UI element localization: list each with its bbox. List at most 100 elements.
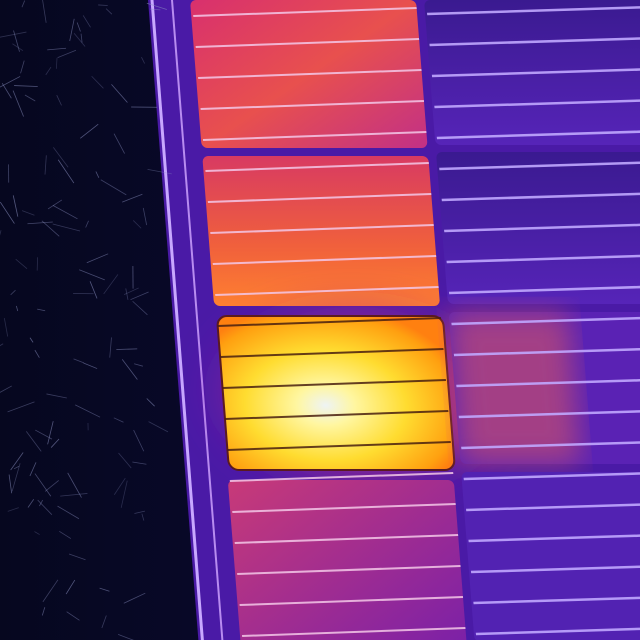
speck (27, 221, 53, 225)
speck (34, 349, 40, 358)
busbar-left (215, 286, 439, 296)
busbars (193, 4, 640, 637)
speck (1, 82, 12, 99)
speck (21, 0, 26, 8)
busbar-left (227, 441, 451, 451)
speck (52, 223, 81, 232)
speck (59, 531, 72, 539)
speck (98, 4, 108, 6)
busbar-left (219, 348, 444, 358)
speck (3, 317, 9, 337)
speck (113, 133, 125, 154)
speck (13, 465, 20, 470)
heat-spill (449, 312, 581, 464)
busbar-right (448, 283, 640, 295)
speck (29, 462, 37, 477)
speck (7, 401, 35, 413)
busbar-right (446, 252, 640, 264)
speck (125, 288, 129, 300)
speck (50, 438, 60, 448)
busbar-right (429, 35, 640, 47)
speck (103, 274, 119, 295)
speck (85, 220, 89, 228)
busbar-right (466, 500, 640, 512)
speck (141, 57, 145, 64)
speck (46, 393, 67, 399)
speck (117, 634, 134, 640)
speck (82, 15, 91, 28)
speck (132, 220, 142, 229)
speck (148, 421, 169, 433)
speck (47, 421, 54, 445)
speck (66, 611, 80, 621)
speck (75, 404, 101, 418)
speck (132, 461, 147, 465)
speck (37, 308, 46, 312)
speck (60, 493, 88, 497)
speck (68, 553, 86, 561)
speck (27, 499, 35, 508)
busbar-left (222, 379, 447, 389)
busbar-right (431, 66, 640, 78)
speck (41, 607, 46, 616)
speck (15, 258, 28, 269)
speck (130, 291, 149, 301)
panel (148, 0, 640, 640)
speck (83, 362, 98, 369)
speck (123, 287, 139, 295)
busbar-right (434, 97, 640, 109)
busbar-right (473, 593, 640, 605)
speck (111, 84, 128, 103)
speck (0, 76, 21, 88)
speck (69, 18, 75, 42)
cell (202, 156, 440, 306)
speck (44, 155, 47, 175)
busbar-left (207, 193, 432, 203)
speck (76, 22, 81, 32)
speck (121, 359, 138, 380)
ground-texture (0, 0, 172, 640)
busbar-right (458, 407, 640, 419)
busbar-left (205, 162, 429, 172)
speck (99, 587, 110, 592)
speck (146, 2, 167, 10)
busbar-left (202, 131, 427, 141)
busbar-right (451, 314, 640, 326)
speck (80, 33, 83, 43)
speck (21, 210, 35, 216)
busbar-right (461, 438, 640, 450)
speck (7, 507, 19, 512)
speck (37, 499, 53, 515)
speck (20, 60, 25, 74)
speck (80, 123, 99, 139)
speck (101, 615, 107, 629)
speck (34, 531, 40, 535)
speck (11, 463, 21, 492)
busbar-left (212, 255, 437, 265)
speck (12, 43, 24, 52)
speck (105, 8, 113, 15)
speck (10, 452, 24, 471)
cell (461, 472, 640, 640)
busbar-left (198, 69, 422, 79)
busbar-left (239, 596, 464, 606)
busbar-left (217, 317, 442, 327)
speck (95, 171, 100, 178)
speck (109, 337, 112, 358)
busbar-left (193, 7, 417, 17)
speck (0, 230, 2, 236)
speck (91, 75, 104, 89)
speck (13, 30, 20, 52)
speck (34, 473, 52, 497)
speck (79, 269, 105, 281)
speck (0, 385, 12, 393)
busbar-right (463, 469, 640, 481)
speck (89, 281, 98, 299)
speck (132, 300, 148, 316)
speck (149, 8, 161, 11)
busbar-right (444, 221, 640, 233)
speck (134, 363, 143, 367)
frame-edge (171, 0, 224, 640)
